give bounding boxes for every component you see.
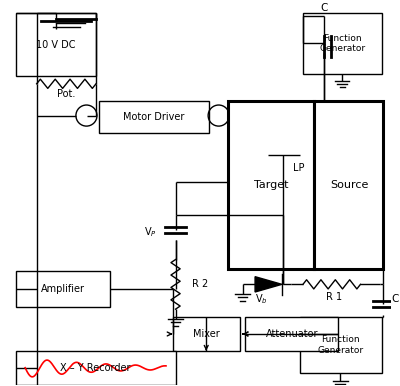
Text: Function
Generator: Function Generator xyxy=(318,335,364,355)
Text: R 2: R 2 xyxy=(192,279,208,290)
Text: LP: LP xyxy=(293,163,305,173)
Text: Amplifier: Amplifier xyxy=(41,284,85,294)
Bar xyxy=(314,101,384,269)
Bar xyxy=(16,13,96,76)
Text: Mixer: Mixer xyxy=(193,329,220,339)
Text: R 1: R 1 xyxy=(326,292,342,302)
Bar xyxy=(300,317,382,373)
Text: Motor Driver: Motor Driver xyxy=(123,112,185,122)
Bar xyxy=(246,317,338,351)
Bar xyxy=(228,101,314,269)
Text: Function
Generator: Function Generator xyxy=(319,34,365,53)
Text: 10 V DC: 10 V DC xyxy=(36,40,76,49)
Bar xyxy=(16,271,110,307)
Text: C: C xyxy=(320,3,328,14)
Text: Attenuator: Attenuator xyxy=(266,329,318,339)
Bar xyxy=(16,351,176,384)
Bar xyxy=(173,317,240,351)
Text: Source: Source xyxy=(330,180,368,190)
Bar xyxy=(99,101,209,134)
Text: Target: Target xyxy=(254,180,289,190)
Bar xyxy=(303,13,382,74)
Text: V$_b$: V$_b$ xyxy=(256,292,268,306)
Polygon shape xyxy=(255,277,282,292)
Text: V$_P$: V$_P$ xyxy=(144,225,156,239)
Text: Pot.: Pot. xyxy=(57,89,76,99)
Text: X – Y Recorder: X – Y Recorder xyxy=(60,363,131,373)
Text: C: C xyxy=(391,294,398,304)
